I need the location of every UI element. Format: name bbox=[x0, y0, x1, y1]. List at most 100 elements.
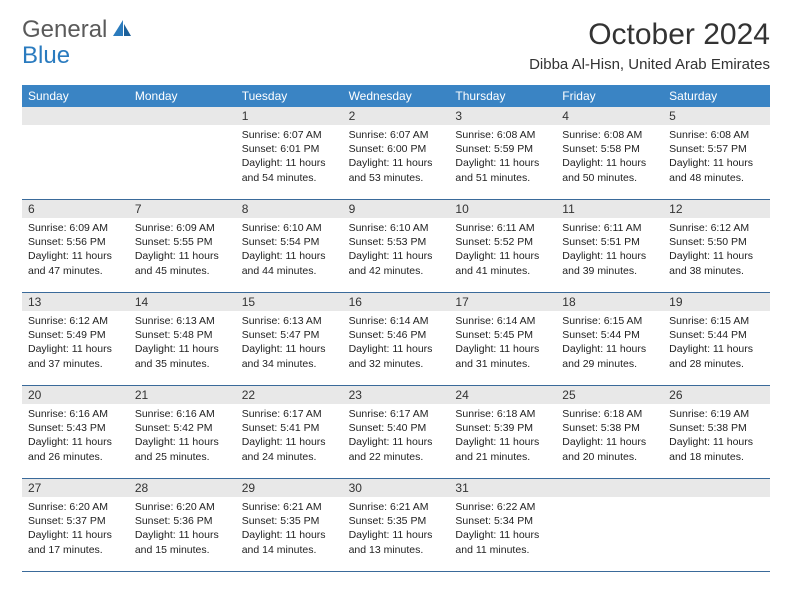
cell-body: Sunrise: 6:07 AMSunset: 6:01 PMDaylight:… bbox=[236, 125, 343, 191]
sunrise-text: Sunrise: 6:13 AM bbox=[242, 314, 337, 328]
day-number: 18 bbox=[556, 293, 663, 311]
cell-body: Sunrise: 6:08 AMSunset: 5:59 PMDaylight:… bbox=[449, 125, 556, 191]
sunset-text: Sunset: 5:40 PM bbox=[349, 421, 444, 435]
calendar-cell: 6 Sunrise: 6:09 AMSunset: 5:56 PMDaylight… bbox=[22, 200, 129, 292]
title-block: October 2024 Dibba Al-Hisn, United Arab … bbox=[529, 18, 770, 73]
cell-body: Sunrise: 6:14 AMSunset: 5:45 PMDaylight:… bbox=[449, 311, 556, 377]
sunrise-text: Sunrise: 6:20 AM bbox=[135, 500, 230, 514]
daylight-text: Daylight: 11 hours and 22 minutes. bbox=[349, 435, 444, 463]
cell-body: Sunrise: 6:12 AMSunset: 5:50 PMDaylight:… bbox=[663, 218, 770, 284]
sunrise-text: Sunrise: 6:22 AM bbox=[455, 500, 550, 514]
sunset-text: Sunset: 5:47 PM bbox=[242, 328, 337, 342]
day-number: 6 bbox=[22, 200, 129, 218]
cell-body: Sunrise: 6:12 AMSunset: 5:49 PMDaylight:… bbox=[22, 311, 129, 377]
day-number: 3 bbox=[449, 107, 556, 125]
sunset-text: Sunset: 5:39 PM bbox=[455, 421, 550, 435]
sunset-text: Sunset: 5:56 PM bbox=[28, 235, 123, 249]
calendar-cell: 31Sunrise: 6:22 AMSunset: 5:34 PMDayligh… bbox=[449, 479, 556, 571]
daylight-text: Daylight: 11 hours and 35 minutes. bbox=[135, 342, 230, 370]
cell-body: Sunrise: 6:16 AMSunset: 5:42 PMDaylight:… bbox=[129, 404, 236, 470]
daylight-text: Daylight: 11 hours and 39 minutes. bbox=[562, 249, 657, 277]
daylight-text: Daylight: 11 hours and 31 minutes. bbox=[455, 342, 550, 370]
sunrise-text: Sunrise: 6:19 AM bbox=[669, 407, 764, 421]
daylight-text: Daylight: 11 hours and 45 minutes. bbox=[135, 249, 230, 277]
calendar-cell: 16Sunrise: 6:14 AMSunset: 5:46 PMDayligh… bbox=[343, 293, 450, 385]
sunset-text: Sunset: 5:35 PM bbox=[242, 514, 337, 528]
sunset-text: Sunset: 5:45 PM bbox=[455, 328, 550, 342]
day-number: 22 bbox=[236, 386, 343, 404]
day-number: 2 bbox=[343, 107, 450, 125]
cell-body bbox=[129, 125, 236, 185]
calendar-cell: 4Sunrise: 6:08 AMSunset: 5:58 PMDaylight… bbox=[556, 107, 663, 199]
daylight-text: Daylight: 11 hours and 51 minutes. bbox=[455, 156, 550, 184]
cell-body: Sunrise: 6:19 AMSunset: 5:38 PMDaylight:… bbox=[663, 404, 770, 470]
sunset-text: Sunset: 5:36 PM bbox=[135, 514, 230, 528]
daylight-text: Daylight: 11 hours and 48 minutes. bbox=[669, 156, 764, 184]
calendar-cell: 20Sunrise: 6:16 AMSunset: 5:43 PMDayligh… bbox=[22, 386, 129, 478]
calendar-cell: 13Sunrise: 6:12 AMSunset: 5:49 PMDayligh… bbox=[22, 293, 129, 385]
cell-body: Sunrise: 6:20 AMSunset: 5:37 PMDaylight:… bbox=[22, 497, 129, 563]
sunset-text: Sunset: 5:51 PM bbox=[562, 235, 657, 249]
sunset-text: Sunset: 5:52 PM bbox=[455, 235, 550, 249]
day-number: 25 bbox=[556, 386, 663, 404]
cell-body: Sunrise: 6:13 AMSunset: 5:48 PMDaylight:… bbox=[129, 311, 236, 377]
day-header-wed: Wednesday bbox=[343, 85, 450, 107]
sunset-text: Sunset: 5:48 PM bbox=[135, 328, 230, 342]
day-number: 5 bbox=[663, 107, 770, 125]
cell-body: Sunrise: 6:22 AMSunset: 5:34 PMDaylight:… bbox=[449, 497, 556, 563]
day-header-tue: Tuesday bbox=[236, 85, 343, 107]
cell-body: Sunrise: 6:18 AMSunset: 5:38 PMDaylight:… bbox=[556, 404, 663, 470]
sunrise-text: Sunrise: 6:16 AM bbox=[135, 407, 230, 421]
daylight-text: Daylight: 11 hours and 53 minutes. bbox=[349, 156, 444, 184]
daylight-text: Daylight: 11 hours and 20 minutes. bbox=[562, 435, 657, 463]
cell-body: Sunrise: 6:13 AMSunset: 5:47 PMDaylight:… bbox=[236, 311, 343, 377]
sunset-text: Sunset: 5:59 PM bbox=[455, 142, 550, 156]
sunset-text: Sunset: 5:49 PM bbox=[28, 328, 123, 342]
sunrise-text: Sunrise: 6:11 AM bbox=[562, 221, 657, 235]
day-number: 14 bbox=[129, 293, 236, 311]
sunrise-text: Sunrise: 6:12 AM bbox=[28, 314, 123, 328]
sunrise-text: Sunrise: 6:09 AM bbox=[28, 221, 123, 235]
day-number: 31 bbox=[449, 479, 556, 497]
day-headers-row: Sunday Monday Tuesday Wednesday Thursday… bbox=[22, 85, 770, 107]
daylight-text: Daylight: 11 hours and 47 minutes. bbox=[28, 249, 123, 277]
sunrise-text: Sunrise: 6:17 AM bbox=[349, 407, 444, 421]
day-number: 12 bbox=[663, 200, 770, 218]
cell-body: Sunrise: 6:21 AMSunset: 5:35 PMDaylight:… bbox=[343, 497, 450, 563]
day-number: 1 bbox=[236, 107, 343, 125]
day-number: 30 bbox=[343, 479, 450, 497]
sunset-text: Sunset: 5:53 PM bbox=[349, 235, 444, 249]
sunset-text: Sunset: 5:37 PM bbox=[28, 514, 123, 528]
sunrise-text: Sunrise: 6:15 AM bbox=[669, 314, 764, 328]
day-header-sun: Sunday bbox=[22, 85, 129, 107]
day-header-mon: Monday bbox=[129, 85, 236, 107]
day-number: 13 bbox=[22, 293, 129, 311]
calendar-cell: 8Sunrise: 6:10 AMSunset: 5:54 PMDaylight… bbox=[236, 200, 343, 292]
calendar-cell bbox=[22, 107, 129, 199]
daylight-text: Daylight: 11 hours and 26 minutes. bbox=[28, 435, 123, 463]
daylight-text: Daylight: 11 hours and 50 minutes. bbox=[562, 156, 657, 184]
sunrise-text: Sunrise: 6:07 AM bbox=[242, 128, 337, 142]
day-header-sat: Saturday bbox=[663, 85, 770, 107]
sunset-text: Sunset: 5:35 PM bbox=[349, 514, 444, 528]
logo-text-blue-wrap: Blue bbox=[22, 44, 70, 68]
daylight-text: Daylight: 11 hours and 41 minutes. bbox=[455, 249, 550, 277]
cell-body: Sunrise: 6:10 AMSunset: 5:54 PMDaylight:… bbox=[236, 218, 343, 284]
calendar-cell: 25Sunrise: 6:18 AMSunset: 5:38 PMDayligh… bbox=[556, 386, 663, 478]
day-number: 27 bbox=[22, 479, 129, 497]
daylight-text: Daylight: 11 hours and 18 minutes. bbox=[669, 435, 764, 463]
cell-body: Sunrise: 6:18 AMSunset: 5:39 PMDaylight:… bbox=[449, 404, 556, 470]
calendar-cell: 3Sunrise: 6:08 AMSunset: 5:59 PMDaylight… bbox=[449, 107, 556, 199]
calendar-cell: 28Sunrise: 6:20 AMSunset: 5:36 PMDayligh… bbox=[129, 479, 236, 571]
calendar-cell: 12Sunrise: 6:12 AMSunset: 5:50 PMDayligh… bbox=[663, 200, 770, 292]
location-subtitle: Dibba Al-Hisn, United Arab Emirates bbox=[529, 56, 770, 73]
page-header: General October 2024 Dibba Al-Hisn, Unit… bbox=[22, 18, 770, 73]
sunrise-text: Sunrise: 6:11 AM bbox=[455, 221, 550, 235]
daylight-text: Daylight: 11 hours and 13 minutes. bbox=[349, 528, 444, 556]
day-number: 11 bbox=[556, 200, 663, 218]
sunrise-text: Sunrise: 6:08 AM bbox=[455, 128, 550, 142]
day-number: 4 bbox=[556, 107, 663, 125]
calendar-cell: 9Sunrise: 6:10 AMSunset: 5:53 PMDaylight… bbox=[343, 200, 450, 292]
sunset-text: Sunset: 5:42 PM bbox=[135, 421, 230, 435]
calendar-cell: 18Sunrise: 6:15 AMSunset: 5:44 PMDayligh… bbox=[556, 293, 663, 385]
